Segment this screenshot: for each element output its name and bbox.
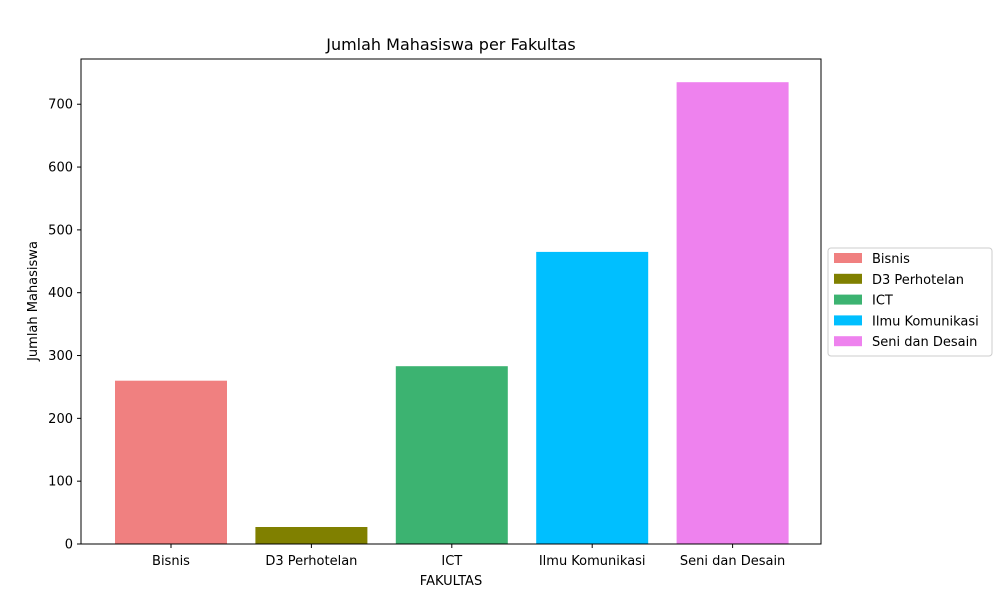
legend-swatch: [834, 336, 862, 347]
legend-label: ICT: [872, 294, 893, 309]
legend-label: Ilmu Komunikasi: [872, 314, 979, 329]
bar-ict: [395, 366, 508, 544]
legend-swatch: [834, 253, 862, 263]
legend-swatch: [834, 315, 862, 326]
y-tick-label: 100: [48, 475, 73, 490]
y-tick-label: 400: [48, 286, 73, 301]
x-axis-label: FAKULTAS: [420, 574, 482, 589]
x-axis: Bisnis D3 Perhotelan ICT Ilmu Komunikasi Sen…: [152, 544, 785, 569]
y-tick-label: 600: [48, 161, 73, 176]
legend-swatch: [834, 273, 862, 284]
bar-ilmu-komunikasi: [536, 251, 649, 544]
y-tick-label: 0: [65, 538, 73, 553]
x-tick-label: Seni dan Desain: [680, 554, 785, 569]
y-tick-label: 300: [48, 349, 73, 364]
x-tick-label: ICT: [441, 554, 462, 569]
y-axis-label: Jumlah Mahasiswa: [26, 241, 41, 362]
chart-title: Jumlah Mahasiswa per Fakultas: [325, 35, 576, 54]
bars: [115, 82, 789, 544]
legend-label: Seni dan Desain: [872, 335, 977, 350]
x-tick-label: Bisnis: [152, 554, 190, 569]
y-tick-label: 500: [48, 223, 73, 238]
legend-swatch: [834, 294, 862, 305]
x-tick-label: D3 Perhotelan: [265, 554, 357, 569]
x-tick-label: Ilmu Komunikasi: [539, 554, 646, 569]
legend-box: [827, 247, 993, 357]
legend-label: Bisnis: [872, 252, 910, 267]
y-axis: 0 100 200 300 400 500 600 700: [48, 98, 81, 553]
legend: Bisnis D3 Perhotelan ICT Ilmu Komunikasi Sen…: [827, 247, 993, 357]
legend-label: D3 Perhotelan: [872, 273, 964, 288]
bar-bisnis: [115, 380, 227, 544]
bar-d3-perhotelan: [255, 527, 368, 544]
y-tick-label: 200: [48, 412, 73, 427]
y-tick-label: 700: [48, 98, 73, 113]
bar-seni-dan-desain: [676, 82, 789, 544]
plot-frame: [80, 58, 822, 545]
